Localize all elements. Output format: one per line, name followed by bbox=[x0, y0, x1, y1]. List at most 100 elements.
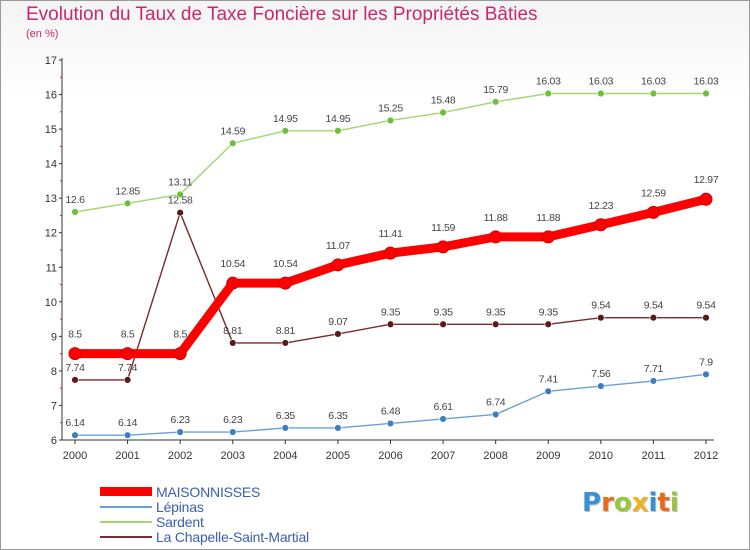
data-point bbox=[278, 276, 292, 290]
data-label: 6.23 bbox=[223, 414, 243, 426]
data-point bbox=[439, 415, 447, 423]
data-label: 6.35 bbox=[276, 410, 296, 422]
data-point bbox=[229, 139, 237, 147]
data-point bbox=[123, 431, 132, 439]
x-tick-label: 2012 bbox=[694, 450, 718, 462]
data-label: 9.54 bbox=[696, 300, 716, 312]
data-point bbox=[597, 314, 605, 322]
series-labels: 6.14 6.14 6.23 6.23 6.35 6.35 6.48 6.61 6.74 7.41… bbox=[65, 76, 719, 430]
y-tick-label: 14 bbox=[45, 159, 57, 171]
data-label: 7.71 bbox=[644, 363, 664, 375]
y-tick-label: 10 bbox=[45, 297, 57, 309]
series-lines bbox=[74, 92, 708, 436]
data-point bbox=[544, 387, 552, 395]
data-point bbox=[176, 208, 184, 217]
data-label: 8.5 bbox=[173, 329, 187, 341]
data-point bbox=[334, 330, 342, 338]
data-point bbox=[386, 320, 395, 328]
y-tick-label: 13 bbox=[45, 193, 57, 205]
y-tick-label: 6 bbox=[51, 435, 57, 447]
data-point bbox=[597, 89, 605, 98]
data-label: 14.95 bbox=[273, 113, 298, 125]
data-label: 8.81 bbox=[223, 325, 243, 337]
data-label: 6.35 bbox=[328, 410, 348, 422]
x-tick-label: 2002 bbox=[168, 450, 192, 462]
data-point bbox=[176, 190, 184, 199]
data-label: 6.74 bbox=[486, 396, 506, 408]
y-tick-label: 7 bbox=[51, 400, 57, 412]
data-point bbox=[594, 218, 608, 232]
data-point bbox=[436, 240, 450, 254]
data-point bbox=[386, 419, 395, 428]
logo-letter: x bbox=[631, 488, 649, 518]
data-point bbox=[489, 230, 503, 244]
data-point bbox=[646, 205, 660, 219]
y-tick-label: 16 bbox=[45, 90, 57, 102]
data-label: 10.54 bbox=[273, 258, 298, 270]
data-point bbox=[491, 410, 500, 419]
data-label: 6.14 bbox=[118, 417, 138, 429]
legend-swatch bbox=[100, 520, 152, 523]
legend-item: Sardent bbox=[100, 513, 309, 530]
series-points bbox=[68, 89, 713, 439]
logo-letter: P bbox=[582, 488, 602, 518]
x-tick-label: 2006 bbox=[378, 450, 402, 462]
data-point bbox=[334, 127, 342, 135]
data-label: 9.07 bbox=[328, 316, 348, 328]
data-point bbox=[71, 376, 79, 384]
data-label: 14.59 bbox=[220, 125, 245, 137]
y-tick-label: 15 bbox=[45, 124, 57, 136]
data-point bbox=[649, 89, 658, 98]
data-label: 15.25 bbox=[378, 102, 403, 114]
x-tick-label: 2009 bbox=[536, 450, 560, 462]
data-label: 13.11 bbox=[168, 176, 192, 188]
logo-letter: i bbox=[648, 488, 658, 518]
data-point bbox=[702, 314, 710, 322]
data-label: 9.35 bbox=[381, 306, 401, 318]
data-point bbox=[544, 320, 552, 328]
data-point bbox=[384, 246, 397, 260]
data-point bbox=[334, 424, 342, 432]
legend-label: Sardent bbox=[156, 513, 204, 530]
data-point bbox=[491, 320, 500, 328]
data-label: 12.23 bbox=[588, 200, 613, 212]
data-label: 10.54 bbox=[220, 258, 245, 270]
y-tick-label: 17 bbox=[45, 55, 57, 67]
data-label: 9.35 bbox=[486, 306, 506, 318]
data-label: 6.23 bbox=[171, 414, 191, 426]
data-point bbox=[541, 230, 555, 244]
data-label: 16.03 bbox=[694, 76, 719, 88]
data-point bbox=[71, 208, 79, 216]
data-point bbox=[176, 428, 184, 436]
data-label: 11.07 bbox=[326, 240, 350, 252]
legend-item: La Chapelle-Saint-Martial bbox=[100, 529, 309, 545]
data-point bbox=[226, 276, 240, 290]
chart-legend: MAISONNISSES Lépinas Sardent La Chapelle-Sa… bbox=[100, 484, 309, 545]
data-point bbox=[123, 199, 132, 208]
data-label: 11.59 bbox=[431, 222, 455, 234]
logo-letter: r bbox=[601, 488, 614, 518]
data-label: 7.9 bbox=[699, 356, 713, 368]
legend-item: MAISONNISSES bbox=[100, 484, 309, 500]
data-label: 9.54 bbox=[591, 300, 611, 312]
logo-letter: t bbox=[657, 488, 670, 518]
data-point bbox=[121, 347, 135, 361]
y-tick-label: 9 bbox=[51, 331, 57, 343]
legend-swatch bbox=[100, 535, 152, 538]
data-label: 11.88 bbox=[536, 212, 560, 224]
data-label: 7.74 bbox=[65, 362, 85, 374]
data-point bbox=[229, 339, 237, 347]
data-point bbox=[597, 382, 605, 390]
data-point bbox=[702, 370, 710, 379]
data-point bbox=[439, 108, 447, 117]
data-point bbox=[281, 424, 290, 432]
data-label: 15.48 bbox=[431, 95, 456, 107]
data-label: 9.35 bbox=[539, 306, 559, 318]
proxiti-logo: Proxiti bbox=[582, 488, 679, 518]
data-label: 8.81 bbox=[276, 325, 296, 337]
chart-title: Evolution du Taux de Taxe Foncière sur l… bbox=[26, 4, 538, 25]
data-point bbox=[71, 431, 79, 439]
y-tick-label: 11 bbox=[46, 262, 57, 274]
